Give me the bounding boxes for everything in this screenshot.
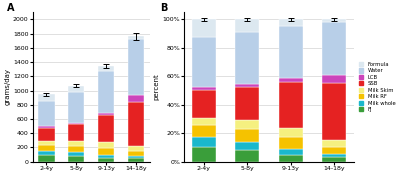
Y-axis label: percent: percent <box>154 74 160 100</box>
Bar <box>68 124 84 141</box>
Bar <box>128 156 144 159</box>
Bar <box>98 148 114 155</box>
Bar <box>322 75 346 83</box>
Bar <box>279 82 303 128</box>
Bar <box>128 36 144 39</box>
Bar <box>279 78 303 82</box>
Bar <box>128 102 144 146</box>
Bar <box>322 83 346 140</box>
Bar <box>192 147 216 162</box>
Bar <box>236 129 259 142</box>
Bar <box>38 145 54 151</box>
Bar <box>322 19 346 22</box>
Bar <box>68 86 84 92</box>
Bar <box>236 142 259 150</box>
Bar <box>192 118 216 125</box>
Bar <box>192 90 216 118</box>
Bar <box>236 32 259 84</box>
Bar <box>98 71 114 113</box>
Bar <box>68 152 84 156</box>
Bar <box>38 126 54 128</box>
Bar <box>98 115 114 142</box>
Bar <box>98 113 114 115</box>
Bar <box>322 154 346 157</box>
Bar <box>128 151 144 156</box>
Bar <box>192 125 216 138</box>
Bar <box>128 39 144 95</box>
Bar <box>279 138 303 149</box>
Bar <box>279 26 303 78</box>
Bar <box>128 159 144 162</box>
Bar <box>38 151 54 155</box>
Bar <box>236 84 259 87</box>
Bar <box>322 22 346 75</box>
Bar <box>38 94 54 101</box>
Bar <box>38 141 54 145</box>
Bar <box>236 87 259 120</box>
Bar <box>279 149 303 155</box>
Bar <box>192 138 216 147</box>
Bar <box>279 128 303 138</box>
Y-axis label: grams/day: grams/day <box>4 68 10 106</box>
Text: A: A <box>7 3 14 13</box>
Bar <box>38 128 54 141</box>
Bar <box>322 157 346 162</box>
Bar <box>279 19 303 26</box>
Bar <box>68 146 84 152</box>
Bar <box>192 19 216 37</box>
Bar <box>236 150 259 162</box>
Bar <box>68 123 84 124</box>
Bar <box>128 146 144 151</box>
Bar <box>98 142 114 148</box>
Legend: Formula, Water, LCB, SSB, Milk Skim, Milk RF, Milk whole, FJ: Formula, Water, LCB, SSB, Milk Skim, Mil… <box>358 61 396 113</box>
Bar <box>98 158 114 162</box>
Bar <box>38 155 54 162</box>
Bar <box>68 141 84 146</box>
Bar <box>322 147 346 154</box>
Bar <box>98 66 114 71</box>
Bar <box>128 95 144 102</box>
Bar <box>236 19 259 32</box>
Bar <box>192 37 216 87</box>
Bar <box>68 92 84 123</box>
Text: B: B <box>160 3 168 13</box>
Bar <box>322 140 346 147</box>
Bar <box>98 155 114 158</box>
Bar <box>236 120 259 129</box>
Bar <box>68 156 84 162</box>
Bar <box>38 101 54 126</box>
Bar <box>192 87 216 90</box>
Bar <box>279 155 303 162</box>
